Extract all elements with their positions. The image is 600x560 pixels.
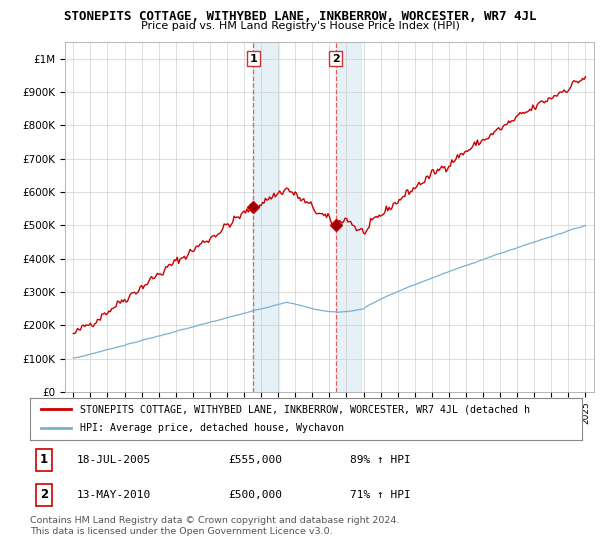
Text: £555,000: £555,000: [229, 455, 283, 465]
Text: £500,000: £500,000: [229, 490, 283, 500]
Text: 71% ↑ HPI: 71% ↑ HPI: [350, 490, 411, 500]
Text: STONEPITS COTTAGE, WITHYBED LANE, INKBERROW, WORCESTER, WR7 4JL: STONEPITS COTTAGE, WITHYBED LANE, INKBER…: [64, 10, 536, 23]
Bar: [335, 42, 361, 392]
Bar: [253, 42, 279, 392]
Text: HPI: Average price, detached house, Wychavon: HPI: Average price, detached house, Wych…: [80, 423, 344, 433]
Text: 89% ↑ HPI: 89% ↑ HPI: [350, 455, 411, 465]
Text: Contains HM Land Registry data © Crown copyright and database right 2024.
This d: Contains HM Land Registry data © Crown c…: [30, 516, 400, 536]
Text: 2: 2: [40, 488, 48, 501]
Text: 1: 1: [40, 454, 48, 466]
Text: 1: 1: [250, 54, 257, 64]
Text: 13-MAY-2010: 13-MAY-2010: [77, 490, 151, 500]
Text: STONEPITS COTTAGE, WITHYBED LANE, INKBERROW, WORCESTER, WR7 4JL (detached h: STONEPITS COTTAGE, WITHYBED LANE, INKBER…: [80, 404, 530, 414]
Text: Price paid vs. HM Land Registry's House Price Index (HPI): Price paid vs. HM Land Registry's House …: [140, 21, 460, 31]
Text: 18-JUL-2005: 18-JUL-2005: [77, 455, 151, 465]
Text: 2: 2: [332, 54, 340, 64]
